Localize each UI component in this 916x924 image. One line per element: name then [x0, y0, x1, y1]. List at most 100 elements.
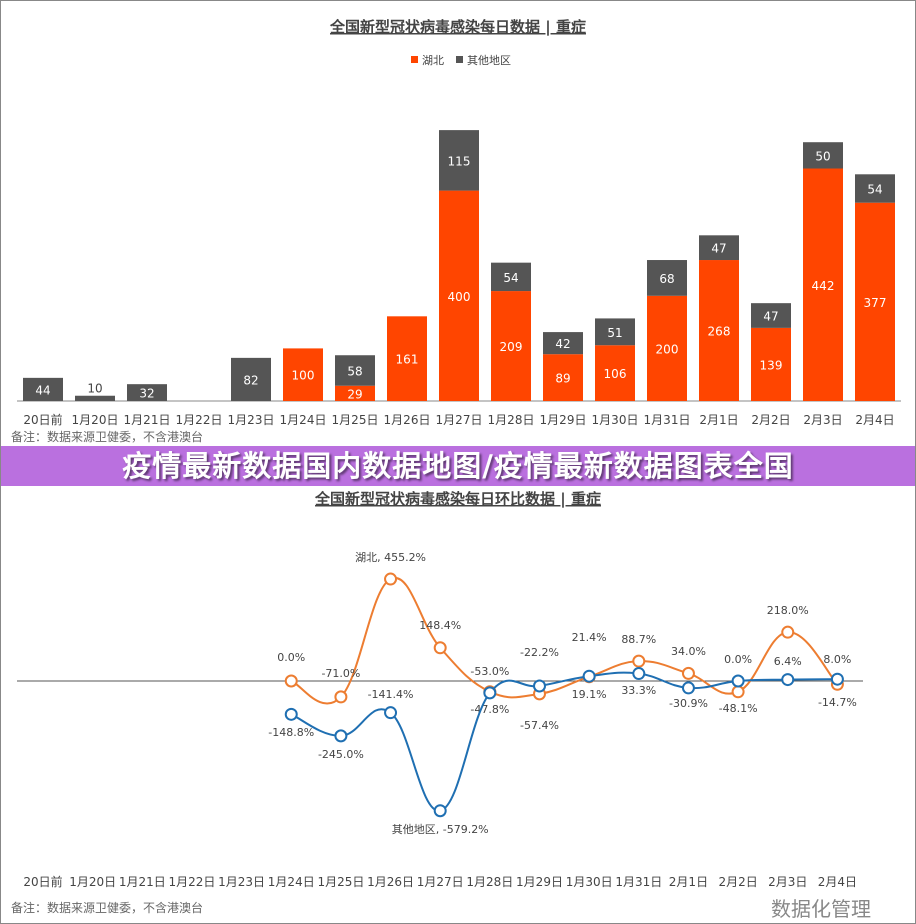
bar-hubei: [439, 190, 479, 401]
bar-x-tick: 1月21日: [124, 413, 171, 427]
bar-other: [855, 174, 895, 203]
bar-x-tick: 1月30日: [592, 413, 639, 427]
point-label-hubei: -71.0%: [321, 667, 360, 680]
bar-other: [803, 142, 843, 169]
bar-x-tick: 1月23日: [228, 413, 275, 427]
point-label-other: 8.0%: [823, 653, 851, 666]
bar-label-other: 54: [867, 182, 882, 196]
bar-x-tick: 1月20日: [72, 413, 119, 427]
bar-label-other: 47: [763, 310, 778, 324]
line-x-tick: 2月2日: [718, 875, 757, 889]
point-label-other: -53.0%: [470, 665, 509, 678]
point-other: [582, 669, 596, 683]
line-x-tick: 1月24日: [268, 875, 315, 889]
legend-label: 湖北: [422, 54, 444, 67]
line-x-tick: 1月23日: [218, 875, 265, 889]
point-label-hubei: 19.1%: [572, 688, 607, 701]
legend-label: 其他地区: [467, 54, 511, 67]
line-x-tick: 1月21日: [119, 875, 166, 889]
point-label-other: 0.0%: [724, 653, 752, 666]
banner: 疫情最新数据国内数据地图/疫情最新数据图表全国: [1, 446, 915, 486]
bar-hubei: [699, 260, 739, 401]
bar-label-other: 51: [607, 326, 622, 340]
bar-label-hubei: 139: [760, 358, 783, 372]
point-hubei: [284, 674, 298, 688]
bar-label-hubei: 400: [448, 290, 471, 304]
point-label-hubei: 88.7%: [621, 633, 656, 646]
bar-x-tick: 1月26日: [384, 413, 431, 427]
line-x-tick: 2月1日: [669, 875, 708, 889]
bar-label-other: 82: [243, 373, 258, 387]
line-chart-note: 备注：数据来源卫健委，不含港澳台: [11, 901, 204, 915]
line-hubei: [290, 576, 839, 705]
bar-other: [543, 332, 583, 355]
bar-label-other: 54: [503, 271, 518, 285]
bar-hubei: [855, 202, 895, 401]
bar-chart-note: 备注：数据来源卫健委，不含港澳台: [11, 430, 204, 444]
line-x-tick: 2月3日: [768, 875, 807, 889]
bar-hubei: [751, 327, 791, 401]
point-other: [830, 672, 844, 686]
point-label-hubei: 湖北, 455.2%: [355, 551, 426, 564]
legend-swatch: [456, 56, 463, 63]
bar-hubei: [335, 385, 375, 401]
bar-label-other: 42: [555, 337, 570, 351]
bar-label-hubei: 268: [708, 325, 731, 339]
bar-other: [595, 318, 635, 346]
line-x-tick: 1月26日: [367, 875, 414, 889]
point-hubei: [731, 685, 745, 699]
bar-hubei: [647, 295, 687, 401]
bar-other: [335, 355, 375, 386]
line-x-tick: 1月20日: [69, 875, 116, 889]
bar-chart-title: 全国新型冠状病毒感染每日数据 | 重症: [329, 18, 586, 37]
point-other: [384, 706, 398, 720]
bar-hubei: [387, 316, 427, 401]
bar-x-tick: 1月27日: [436, 413, 483, 427]
point-label-hubei: -57.4%: [520, 719, 559, 732]
line-x-tick: 1月29日: [516, 875, 563, 889]
line-x-tick: 1月27日: [417, 875, 464, 889]
bar-label-hubei: 106: [604, 367, 627, 381]
point-other: [284, 707, 298, 721]
bar-label-other: 50: [815, 149, 830, 163]
bar-x-tick: 2月4日: [855, 413, 894, 427]
point-label-other: 21.4%: [572, 631, 607, 644]
bar-other: [23, 377, 63, 401]
bar-label-hubei: 161: [396, 353, 419, 367]
point-other: [334, 729, 348, 743]
point-label-other: 6.4%: [774, 655, 802, 668]
point-hubei: [681, 666, 695, 680]
point-other: [433, 804, 447, 818]
point-label-other: -141.4%: [368, 688, 414, 701]
bar-other: [231, 357, 271, 401]
bar-label-hubei: 209: [500, 340, 523, 354]
point-other: [731, 674, 745, 688]
bar-x-tick: 1月24日: [280, 413, 327, 427]
bar-hubei: [491, 291, 531, 401]
bar-label-hubei: 100: [292, 369, 315, 383]
point-hubei: [632, 654, 646, 668]
bar-label-hubei: 89: [555, 372, 570, 386]
bar-label-other: 58: [347, 364, 362, 378]
bar-other: [75, 395, 115, 401]
point-other: [781, 673, 795, 687]
point-label-other: 33.3%: [621, 684, 656, 697]
bar-hubei: [803, 168, 843, 401]
banner-text: 疫情最新数据国内数据地图/疫情最新数据图表全国: [122, 449, 794, 483]
bar-label-other: 44: [35, 383, 50, 397]
point-label-hubei: -47.8%: [470, 703, 509, 716]
point-label-hubei: -14.7%: [818, 696, 857, 709]
line-chart-title: 全国新型冠状病毒感染每日环比数据 | 重症: [314, 490, 601, 509]
line-x-tick: 1月25日: [317, 875, 364, 889]
bar-other: [127, 384, 167, 401]
bar-x-tick: 2月1日: [699, 413, 738, 427]
point-label-other: -22.2%: [520, 646, 559, 659]
bar-label-other: 68: [659, 272, 674, 286]
bar-hubei: [543, 354, 583, 401]
legend-swatch: [411, 56, 418, 63]
bar-other: [491, 262, 531, 292]
bar-label-hubei: 377: [864, 296, 887, 310]
bar-x-tick: 1月28日: [488, 413, 535, 427]
